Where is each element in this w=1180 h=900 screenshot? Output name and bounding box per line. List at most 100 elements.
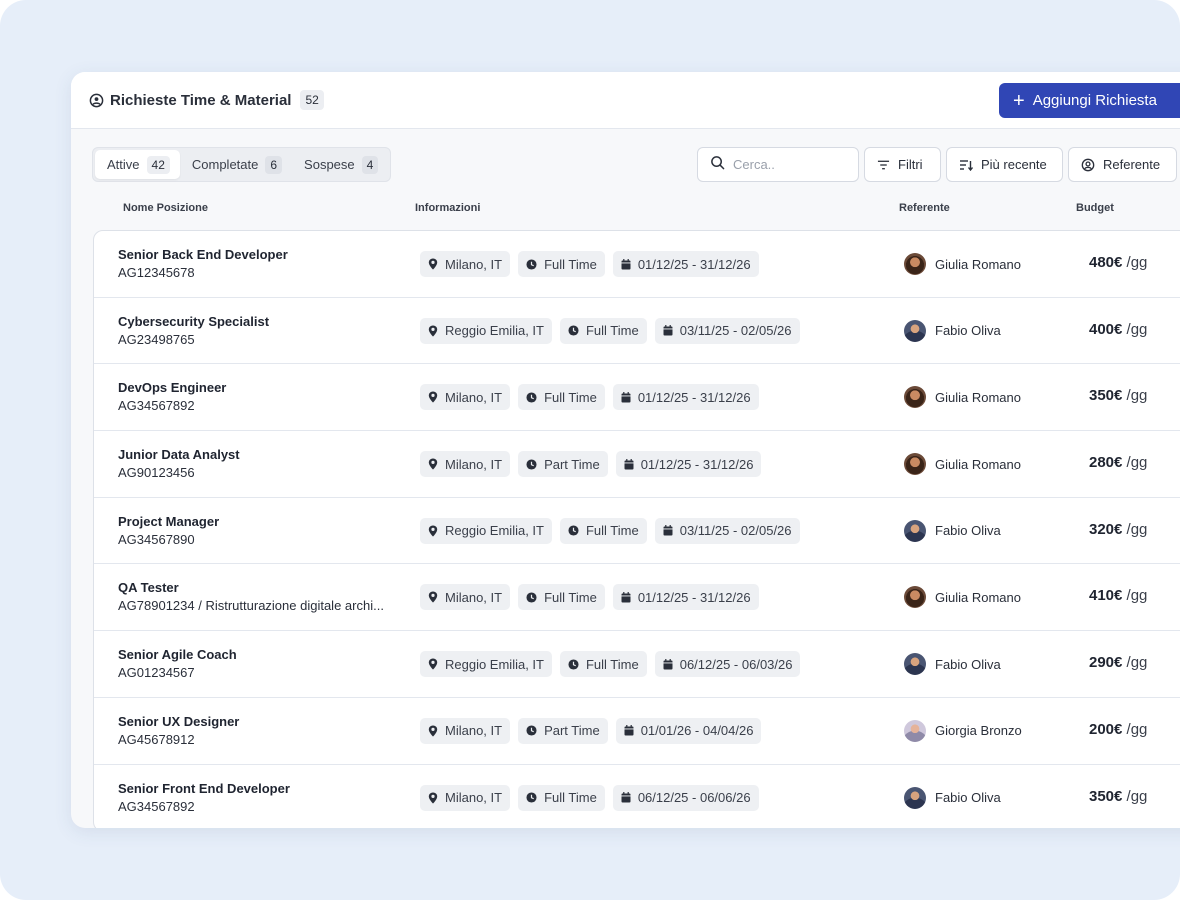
- location-text: Milano, IT: [445, 790, 503, 805]
- tab-count-badge: 42: [146, 155, 170, 174]
- budget-unit: /gg: [1126, 654, 1148, 672]
- tab-count-badge: 4: [361, 155, 379, 174]
- table-row[interactable]: Senior Front End Developer AG34567892 Mi…: [94, 765, 1180, 829]
- budget-value: 480€ /gg: [1089, 254, 1147, 271]
- search-input[interactable]: [733, 157, 843, 172]
- user-circle-icon: [1081, 158, 1095, 171]
- add-request-button[interactable]: + Aggiungi Richiesta: [999, 83, 1180, 118]
- table-row[interactable]: Senior Back End Developer AG12345678 Mil…: [94, 231, 1180, 298]
- table-row[interactable]: Project Manager AG34567890 Reggio Emilia…: [94, 498, 1180, 565]
- search-field[interactable]: [697, 147, 859, 182]
- table-row[interactable]: Junior Data Analyst AG90123456 Milano, I…: [94, 431, 1180, 498]
- clock-icon: [568, 325, 579, 336]
- info-chips: Reggio Emilia, IT Full Time 03/11/25 - 0…: [420, 517, 800, 544]
- work-type-chip: Full Time: [518, 784, 605, 811]
- budget-unit: /gg: [1126, 787, 1148, 805]
- map-pin-icon: [428, 658, 438, 670]
- table-row[interactable]: Senior Agile Coach AG01234567 Reggio Emi…: [94, 631, 1180, 698]
- table-row[interactable]: Senior UX Designer AG45678912 Milano, IT…: [94, 698, 1180, 765]
- calendar-icon: [624, 458, 634, 470]
- clock-icon: [526, 792, 537, 803]
- work-type-text: Full Time: [585, 656, 639, 672]
- sort-button[interactable]: Più recente: [946, 147, 1063, 182]
- tab-label: Sospese: [304, 157, 355, 172]
- budget-value: 280€ /gg: [1089, 454, 1147, 471]
- filters-label: Filtri: [898, 157, 923, 172]
- location-chip: Reggio Emilia, IT: [420, 517, 552, 544]
- budget-value: 200€ /gg: [1089, 721, 1147, 738]
- location-text: Reggio Emilia, IT: [445, 523, 544, 539]
- position-code: AG90123456: [118, 465, 195, 481]
- clock-icon: [568, 525, 579, 536]
- referent-name: Giulia Romano: [935, 256, 1021, 272]
- table-row[interactable]: QA Tester AG78901234 / Ristrutturazione …: [94, 564, 1180, 632]
- calendar-icon: [663, 525, 673, 536]
- dates-text: 01/12/25 - 31/12/26: [637, 589, 751, 605]
- clock-icon: [568, 659, 579, 670]
- info-chips: Milano, IT Full Time 01/12/25 - 31/12/26: [420, 384, 759, 411]
- position-code: AG34567890: [118, 531, 195, 547]
- avatar: [904, 719, 926, 742]
- work-type-text: Full Time: [544, 589, 597, 605]
- avatar: [904, 453, 926, 476]
- referent-name: Fabio Oliva: [935, 323, 1001, 339]
- referent: Fabio Oliva: [904, 653, 1001, 676]
- position-name: Senior UX Designer: [118, 713, 240, 729]
- position-code: AG34567892: [118, 798, 195, 814]
- referent-name: Giorgia Bronzo: [935, 723, 1022, 739]
- tab-completate[interactable]: Completate 6: [180, 150, 292, 179]
- table-row[interactable]: Cybersecurity Specialist AG23498765 Regg…: [94, 298, 1180, 365]
- dates-chip: 03/11/25 - 02/05/26: [654, 317, 800, 344]
- position-name: Senior Back End Developer: [118, 247, 288, 262]
- calendar-icon: [663, 325, 673, 336]
- info-chips: Milano, IT Part Time 01/01/26 - 04/04/26: [420, 717, 762, 744]
- map-pin-icon: [428, 391, 438, 403]
- work-type-text: Full Time: [585, 523, 639, 539]
- dates-text: 01/01/26 - 04/04/26: [640, 723, 754, 739]
- tab-sospese[interactable]: Sospese 4: [292, 150, 388, 179]
- dates-text: 01/12/25 - 31/12/26: [637, 389, 751, 405]
- dates-text: 03/11/25 - 02/05/26: [679, 323, 792, 339]
- table-row[interactable]: DevOps Engineer AG34567892 Milano, IT Fu…: [94, 364, 1180, 432]
- location-chip: Milano, IT: [420, 384, 511, 411]
- tab-count-badge: 6: [265, 155, 283, 174]
- clock-icon: [526, 459, 537, 470]
- requests-card: Richieste Time & Material 52 + Aggiungi …: [71, 72, 1180, 828]
- info-chips: Milano, IT Part Time 01/12/25 - 31/12/26: [420, 451, 762, 478]
- dates-chip: 01/12/25 - 31/12/26: [612, 251, 759, 277]
- card-header: Richieste Time & Material 52 + Aggiungi …: [71, 72, 1180, 129]
- referent-filter-button[interactable]: Referente: [1068, 147, 1177, 182]
- dates-chip: 01/12/25 - 31/12/26: [612, 384, 759, 411]
- avatar: [904, 253, 926, 275]
- tab-label: Attive: [107, 157, 140, 172]
- add-request-label: Aggiungi Richiesta: [1032, 92, 1157, 109]
- filters-button[interactable]: Filtri: [864, 147, 941, 182]
- budget-amount: 290€: [1089, 654, 1123, 672]
- budget-amount: 400€: [1089, 320, 1123, 338]
- calendar-icon: [624, 725, 634, 736]
- referent-name: Fabio Oliva: [935, 523, 1001, 539]
- budget-amount: 280€: [1089, 454, 1123, 472]
- budget-amount: 350€: [1089, 387, 1123, 405]
- work-type-chip: Full Time: [518, 251, 605, 277]
- location-chip: Milano, IT: [420, 251, 511, 277]
- referent-name: Giulia Romano: [935, 389, 1021, 405]
- budget-amount: 410€: [1089, 587, 1123, 605]
- clock-icon: [526, 725, 537, 736]
- work-type-text: Full Time: [544, 389, 597, 405]
- location-text: Reggio Emilia, IT: [445, 323, 544, 339]
- dates-text: 06/12/25 - 06/06/26: [637, 790, 751, 805]
- user-cog-icon: [89, 93, 104, 108]
- calendar-icon: [663, 658, 673, 670]
- calendar-icon: [621, 591, 631, 603]
- budget-value: 410€ /gg: [1089, 587, 1147, 604]
- position-name: Project Manager: [118, 513, 220, 529]
- dates-text: 01/12/25 - 31/12/26: [637, 256, 751, 272]
- location-chip: Milano, IT: [420, 584, 511, 611]
- budget-value: 400€ /gg: [1089, 321, 1147, 338]
- referent: Giulia Romano: [904, 453, 1021, 476]
- budget-amount: 320€: [1089, 520, 1123, 538]
- avatar: [904, 786, 926, 809]
- dates-chip: 01/01/26 - 04/04/26: [615, 717, 762, 744]
- tab-attive[interactable]: Attive 42: [95, 150, 180, 179]
